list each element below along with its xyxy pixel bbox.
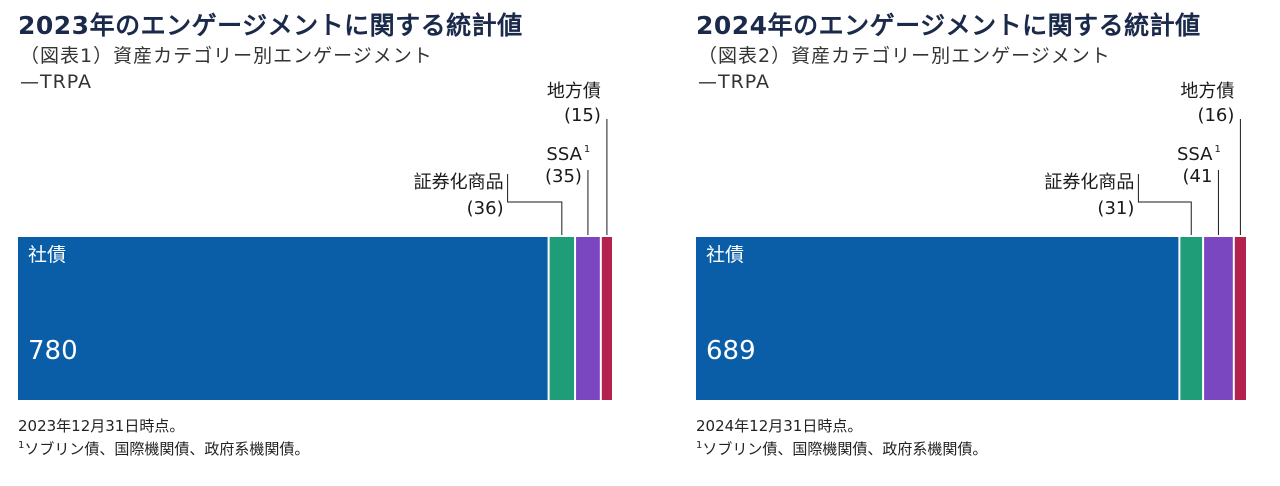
chart-subtitle: （図表1）資産カテゴリー別エンゲージメント —TRPA: [20, 43, 433, 95]
footnote-date: 2024年12月31日時点。: [696, 417, 863, 435]
bar-segment-ssa: [576, 237, 600, 400]
callout-value-securitized: (36): [467, 198, 504, 219]
callout-label-ssa: SSA: [1177, 144, 1213, 165]
footnote-ssa-text: ソブリン債、国際機関債、政府系機関債。: [702, 440, 988, 458]
callout-value-municipal: (15): [564, 105, 601, 126]
callout-value-securitized: (31): [1097, 198, 1134, 219]
chart-panel-2024: 2024年のエンゲージメントに関する統計値 （図表2）資産カテゴリー別エンゲージ…: [696, 0, 1276, 486]
callout-label-securitized: 証券化商品: [1044, 172, 1134, 193]
callout-footnote-mark-ssa: 1: [584, 144, 590, 155]
bar-segment-ssa: [1204, 237, 1233, 400]
chart-subtitle-line1: （図表2）資産カテゴリー別エンゲージメント: [698, 45, 1111, 67]
callout-footnote-mark-ssa: 1: [1214, 144, 1220, 155]
bar-segment-municipal: [601, 237, 612, 400]
chart-panel-2023: 2023年のエンゲージメントに関する統計値 （図表1）資産カテゴリー別エンゲージ…: [18, 0, 638, 486]
callout-value-municipal: (16): [1197, 105, 1234, 126]
chart-footnote: 2024年12月31日時点。 1ソブリン債、国際機関債、政府系機関債。: [696, 416, 987, 459]
callout-value-ssa: (35): [545, 166, 582, 187]
footnote-ssa: 1ソブリン債、国際機関債、政府系機関債。: [696, 436, 987, 459]
footnote-ssa: 1ソブリン債、国際機関債、政府系機関債。: [18, 436, 309, 459]
segment-value-corporate: 689: [706, 336, 756, 366]
leader-line-securitized: [507, 174, 563, 235]
bar-segment-securitized: [549, 237, 575, 400]
callout-value-ssa: (41: [1183, 166, 1213, 187]
callout-label-ssa: SSA: [546, 144, 582, 165]
callout-label-municipal: 地方債: [547, 81, 601, 102]
bar-segment-securitized: [1180, 237, 1203, 400]
callout-label-securitized: 証券化商品: [414, 172, 504, 193]
chart-footnote: 2023年12月31日時点。 1ソブリン債、国際機関債、政府系機関債。: [18, 416, 309, 459]
chart-subtitle-line1: （図表1）資産カテゴリー別エンゲージメント: [20, 45, 433, 67]
footnote-date: 2023年12月31日時点。: [18, 417, 185, 435]
segment-label-corporate: 社債: [706, 244, 744, 266]
callout-label-municipal: 地方債: [1180, 81, 1234, 102]
bar-segment-corporate: [696, 237, 1179, 400]
chart-subtitle: （図表2）資産カテゴリー別エンゲージメント —TRPA: [698, 43, 1111, 95]
chart-subtitle-line2: —TRPA: [698, 71, 771, 93]
footnote-mark: 1: [696, 440, 703, 451]
leader-line-securitized: [1137, 174, 1192, 235]
segment-label-corporate: 社債: [28, 244, 66, 266]
chart-subtitle-line2: —TRPA: [20, 71, 93, 93]
segment-value-corporate: 780: [28, 336, 78, 366]
stacked-bar-chart-2024: 社債 689 証券化商品 (31) SSA 1(41 地方債 (16): [696, 81, 1246, 400]
chart-title: 2024年のエンゲージメントに関する統計値: [696, 11, 1201, 40]
stacked-bar-chart-2023: 社債 780 証券化商品 (36) SSA 1(35) 地方債 (15): [18, 81, 612, 400]
chart-title: 2023年のエンゲージメントに関する統計値: [18, 11, 523, 40]
footnote-ssa-text: ソブリン債、国際機関債、政府系機関債。: [24, 440, 310, 458]
footnote-mark: 1: [18, 440, 25, 451]
bar-segment-municipal: [1234, 237, 1246, 400]
bar-segment-corporate: [18, 237, 548, 400]
